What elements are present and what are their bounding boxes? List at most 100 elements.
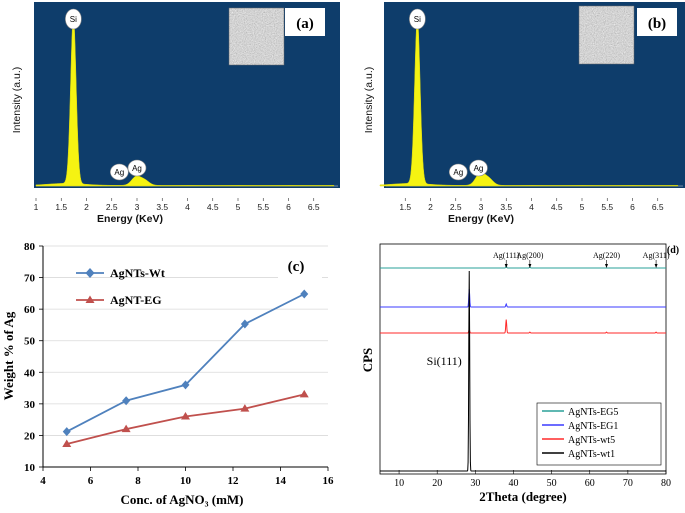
panel-b-inset-image	[579, 6, 634, 64]
peak-label-text: Si	[414, 15, 421, 24]
legend-marker-diamond	[85, 268, 95, 278]
series-line-agnts-wt	[66, 293, 305, 433]
peak-label-bubble	[127, 159, 147, 177]
panel-a-label-box	[285, 8, 325, 36]
y-tick-label: 20	[24, 430, 36, 442]
data-point-triangle	[299, 389, 309, 398]
data-point-diamond	[122, 396, 131, 406]
panel-c-y-axis-label: Weight % of Ag	[1, 311, 16, 400]
x-tick-label: 1	[34, 202, 39, 212]
x-tick-label: 50	[547, 478, 557, 489]
panel-b-inset-frame	[578, 5, 635, 65]
x-tick-label: 6	[88, 475, 94, 487]
x-tick-label: 3.5	[156, 202, 168, 212]
xrd-trace-agnts-eg1	[380, 288, 666, 308]
panel-c-y-ticks: 10 20 30 40 50 60 70 80	[24, 241, 43, 474]
panel-c-gridlines	[43, 245, 328, 436]
legend-label: AgNTs-wt1	[568, 449, 615, 460]
peak-label-bubble	[110, 163, 129, 181]
panel-d-frame	[379, 243, 667, 475]
data-point-triangle	[181, 411, 190, 420]
x-tick-label: 6.5	[308, 202, 320, 212]
panel-a-peak-labels: Si Ag Ag	[65, 8, 147, 181]
panel-a-x-axis-label: Energy (KeV)	[97, 213, 163, 225]
panel-a-inset-image	[229, 8, 284, 65]
ag-peak-label: Ag(111)	[493, 251, 520, 260]
x-tick-label: 4.5	[207, 202, 219, 212]
panel-d: Ag(111)Ag(200) Ag(220) Ag(311)Si(111) (d) …	[360, 243, 679, 504]
x-tick-label: 6	[630, 202, 635, 212]
panel-c-series	[62, 289, 309, 447]
x-tick-label: 14	[275, 475, 287, 487]
y-tick-label: 70	[24, 273, 36, 285]
data-point-triangle	[121, 424, 131, 433]
peak-label-text: Ag	[114, 168, 124, 177]
x-tick-label: 40	[508, 478, 518, 489]
x-tick-label: 80	[661, 478, 671, 489]
panel-b-label-box	[637, 8, 677, 36]
y-tick-label: 40	[24, 367, 36, 379]
panel-a-label: (a)	[296, 16, 314, 32]
panel-c-x-axis-label: Conc. of AgNO₃ (mM)	[120, 492, 243, 507]
y-tick-label: 30	[24, 399, 36, 411]
panel-a-spectrum	[35, 15, 335, 187]
panel-c-label: (c)	[288, 259, 305, 275]
ag-peak-label: Ag(220)	[593, 251, 620, 260]
ag-peak-label: Ag(200)	[516, 251, 543, 260]
panel-b-x-ticks: 1.5 2 2.5 3 3.5 4 4.5 5 5.5 6 6.5	[399, 198, 664, 212]
data-point-diamond	[240, 319, 249, 329]
x-tick-label: 20	[432, 478, 442, 489]
peak-label-text: Si	[70, 15, 77, 24]
panel-d-label: (d)	[667, 245, 679, 256]
peak-label-bubble	[448, 163, 468, 181]
x-tick-label: 4	[185, 202, 190, 212]
panel-b-x-axis-label: Energy (KeV)	[448, 213, 514, 225]
peak-label-bubble	[65, 8, 82, 30]
x-tick-label: 10	[394, 478, 404, 489]
legend-label: AgNTs-EG5	[568, 407, 618, 418]
x-tick-label: 3.5	[500, 202, 512, 212]
x-tick-label: 1.5	[55, 202, 67, 212]
x-tick-label: 8	[135, 475, 141, 487]
x-tick-label: 3	[135, 202, 140, 212]
xrd-trace-agnts-eg5	[380, 265, 666, 269]
x-tick-label: 4	[529, 202, 534, 212]
panel-d-y-axis-label: CPS	[360, 348, 375, 373]
peak-label-text: Ag	[132, 164, 142, 173]
panel-d-legend: AgNTs-EG5 AgNTs-EG1 AgNTs-wt5 AgNTs-wt1	[536, 402, 662, 466]
panel-c-legend: AgNTs-Wt AgNT-EG	[76, 266, 165, 307]
ag-peak-arrow-head	[504, 264, 508, 268]
panel-c-label-box	[278, 250, 322, 278]
legend-marker-triangle	[85, 295, 95, 303]
x-tick-label: 6	[286, 202, 291, 212]
panel-d-traces	[380, 265, 666, 472]
panel-d-legend-entries: AgNTs-EG5 AgNTs-EG1 AgNTs-wt5 AgNTs-wt1	[542, 407, 618, 460]
x-tick-label: 16	[323, 475, 335, 487]
data-point-triangle	[240, 404, 250, 412]
y-tick-label: 80	[24, 241, 36, 253]
panel-d-annotations: Ag(111)Ag(200) Ag(220) Ag(311) Si(111)	[427, 251, 670, 368]
panel-b: (b) Si Ag Ag 1.5 2 2.5 3 3.5 4 4.5 5 5.5 6 6.5 Energ…	[363, 2, 685, 225]
panel-a: (a) Si Ag Ag 1 1.5 2 2.5 3 3.5 4 4.5 5 5.5 6 6.5 Ener…	[11, 2, 340, 225]
legend-label-agnt-eg: AgNT-EG	[110, 293, 162, 307]
panel-b-peak-labels: Si Ag Ag	[409, 8, 488, 181]
x-tick-label: 5	[236, 202, 241, 212]
data-point-triangle	[62, 439, 72, 447]
peak-label-bubble	[409, 8, 426, 30]
panel-a-inset-frame	[228, 7, 285, 66]
panel-c-x-ticks: 4 6 8 10 12 14 16	[40, 467, 334, 487]
xrd-trace-agnts-wt5	[380, 319, 666, 334]
panel-b-background	[384, 2, 685, 188]
legend-label-agnts-wt: AgNTs-Wt	[110, 266, 165, 280]
panel-a-x-ticks: 1 1.5 2 2.5 3 3.5 4 4.5 5 5.5 6 6.5	[34, 198, 320, 212]
x-tick-label: 6.5	[652, 202, 664, 212]
legend-label: AgNTs-wt5	[568, 435, 615, 446]
x-tick-label: 5.5	[601, 202, 613, 212]
x-tick-label: 3	[479, 202, 484, 212]
x-tick-label: 1.5	[399, 202, 411, 212]
ag-peak-arrow-head	[528, 264, 532, 268]
panel-c: 10 20 30 40 50 60 70 80 4 6 8 10 12 14 16 (c) AgNTs-W…	[1, 241, 334, 507]
x-tick-label: 4.5	[551, 202, 563, 212]
panel-d-legend-box	[536, 402, 662, 466]
